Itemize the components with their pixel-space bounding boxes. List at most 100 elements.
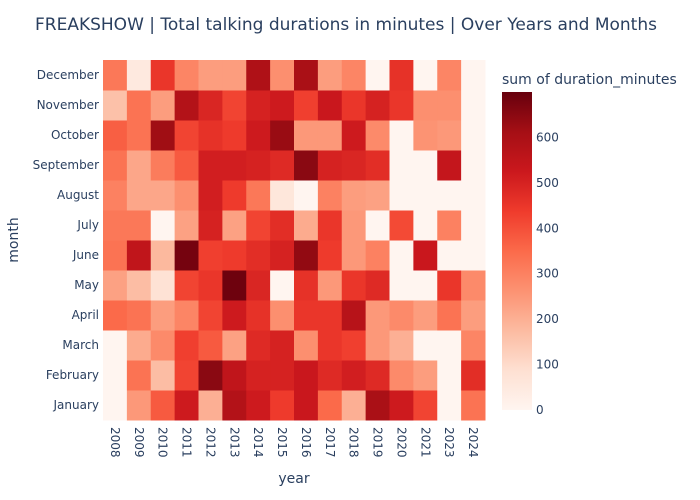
heatmap-cell <box>437 90 462 121</box>
heatmap-cell <box>294 150 319 181</box>
heatmap-cell <box>365 180 390 211</box>
colorbar-tick-label: 500 <box>536 176 559 190</box>
heatmap-cell <box>222 60 247 91</box>
heatmap-cell <box>270 90 295 121</box>
heatmap-cell <box>437 150 462 181</box>
heatmap-cell <box>294 120 319 151</box>
heatmap-cell <box>389 330 414 361</box>
heatmap-cell <box>317 180 343 211</box>
heatmap-cell <box>103 330 128 361</box>
heatmap-cell <box>341 90 367 121</box>
heatmap-cell <box>174 330 199 361</box>
heatmap-cell <box>126 390 152 421</box>
heatmap-cell <box>103 210 128 241</box>
heatmap-cell <box>461 90 486 121</box>
heatmap-cell <box>341 150 367 181</box>
heatmap-cell <box>246 120 271 151</box>
heatmap-cell <box>222 270 247 301</box>
colorbar-title: sum of duration_minutes <box>502 72 677 88</box>
heatmap-cell <box>222 390 247 421</box>
heatmap-cell <box>103 90 128 121</box>
heatmap-cell <box>294 90 319 121</box>
heatmap-cell <box>174 390 199 421</box>
heatmap-cell <box>126 360 152 391</box>
heatmap-cell <box>174 90 199 121</box>
heatmap-cell <box>222 330 247 361</box>
heatmap-cell <box>389 240 414 271</box>
heatmap-cell <box>198 180 223 211</box>
colorbar <box>502 92 532 410</box>
heatmap-cell <box>341 390 367 421</box>
heatmap-cell <box>317 360 343 391</box>
heatmap-cell <box>126 90 152 121</box>
heatmap-cell <box>389 150 414 181</box>
heatmap-cell <box>341 300 367 331</box>
heatmap-cell <box>174 120 199 151</box>
heatmap-cell <box>126 210 152 241</box>
heatmap-cell <box>365 240 390 271</box>
x-tick-label: 2014 <box>251 427 265 458</box>
heatmap-cell <box>270 390 295 421</box>
heatmap-cell <box>294 60 319 91</box>
heatmap-cell <box>174 150 199 181</box>
heatmap-cell <box>222 240 247 271</box>
heatmap-cell <box>317 210 343 241</box>
heatmap-cell <box>341 360 367 391</box>
heatmap-cell <box>150 300 176 331</box>
x-tick-label: 2015 <box>275 427 289 458</box>
heatmap-cell <box>341 180 367 211</box>
heatmap-cell <box>317 240 343 271</box>
x-tick-label: 2023 <box>442 427 456 458</box>
heatmap-cell <box>174 300 199 331</box>
heatmap-cell <box>103 60 128 91</box>
heatmap-cell <box>413 270 438 301</box>
heatmap-cell <box>461 180 486 211</box>
heatmap-cell <box>198 120 223 151</box>
heatmap-cell <box>341 60 367 91</box>
y-tick-label: May <box>74 278 99 292</box>
heatmap-cell <box>437 360 462 391</box>
heatmap-cell <box>246 360 271 391</box>
heatmap-cell <box>317 330 343 361</box>
x-tick-label: 2019 <box>371 427 385 458</box>
heatmap-cell <box>222 150 247 181</box>
heatmap-cell <box>103 120 128 151</box>
heatmap-cell <box>389 270 414 301</box>
heatmap-cell <box>365 150 390 181</box>
heatmap-cell <box>270 240 295 271</box>
heatmap-cell <box>389 90 414 121</box>
heatmap-cell <box>103 240 128 271</box>
y-tick-label: August <box>57 188 99 202</box>
heatmap-cell <box>389 300 414 331</box>
heatmap-cell <box>437 300 462 331</box>
heatmap-cell <box>246 150 271 181</box>
heatmap-cell <box>317 150 343 181</box>
heatmap-cell <box>365 390 390 421</box>
heatmap-cell <box>222 120 247 151</box>
heatmap-cell <box>198 150 223 181</box>
heatmap-cell <box>294 180 319 211</box>
heatmap-cell <box>389 210 414 241</box>
heatmap-cell <box>150 150 176 181</box>
heatmap-cell <box>413 360 438 391</box>
heatmap-cell <box>198 240 223 271</box>
heatmap-cell <box>365 60 390 91</box>
heatmap-cell <box>270 120 295 151</box>
heatmap-cell <box>437 390 462 421</box>
heatmap-cell <box>294 270 319 301</box>
heatmap-cell <box>294 240 319 271</box>
heatmap-cell <box>150 390 176 421</box>
heatmap-cell <box>103 150 128 181</box>
y-tick-label: September <box>33 158 99 172</box>
heatmap-cell <box>103 300 128 331</box>
heatmap-cell <box>365 300 390 331</box>
heatmap-cell <box>198 90 223 121</box>
heatmap-cell <box>126 330 152 361</box>
heatmap-cell <box>365 120 390 151</box>
y-tick-label: June <box>72 248 99 262</box>
heatmap-cell <box>198 210 223 241</box>
heatmap-cell <box>103 270 128 301</box>
colorbar-tick-labels: 0 100 200 300 400 500 600 <box>536 130 559 417</box>
y-tick-label: February <box>46 368 99 382</box>
heatmap-cell <box>198 390 223 421</box>
